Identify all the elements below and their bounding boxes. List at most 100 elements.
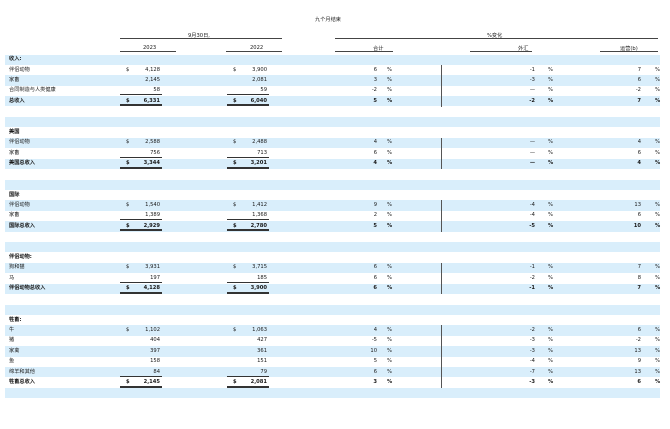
pct-symbol: %: [655, 264, 660, 271]
row-label: 家畜: [9, 149, 20, 156]
value-2022: 361: [257, 347, 267, 354]
row-label: 伴侣动物总收入: [9, 285, 46, 292]
value-2022: 2,081: [252, 76, 267, 83]
currency-2023: $: [126, 139, 130, 146]
pct-symbol: %: [387, 160, 393, 167]
pct-operational: 13: [634, 368, 641, 375]
pct-symbol: %: [655, 368, 660, 375]
column-separator: [441, 75, 442, 86]
column-separator: [441, 335, 442, 347]
header-total: 合计: [373, 46, 384, 52]
value-2022: 2,081: [250, 379, 267, 386]
pct-operational: 8: [637, 274, 641, 281]
total-double-underline: [227, 104, 269, 107]
header-fx: 外汇: [518, 46, 529, 52]
pct-operational: 4: [637, 139, 641, 146]
currency-2023: $: [126, 264, 130, 271]
pct-symbol: %: [387, 327, 392, 333]
pct-operational: 6: [637, 149, 641, 156]
pct-total: 6: [373, 285, 377, 292]
section-row: 牲畜:: [5, 315, 660, 325]
value-2022: 79: [260, 368, 267, 375]
pct-total: 6: [373, 274, 377, 281]
pct-symbol: %: [548, 76, 553, 83]
spacer-row: [5, 294, 660, 304]
pct-symbol: %: [655, 160, 661, 167]
section-label: 牲畜:: [9, 316, 22, 323]
pct-fx: -5: [529, 222, 535, 229]
pct-symbol: %: [548, 149, 553, 156]
pct-symbol: %: [548, 368, 553, 375]
pct-symbol: %: [655, 212, 660, 219]
pct-total: 6: [373, 264, 377, 271]
pct-fx: -4: [529, 358, 535, 365]
pct-fx: -7: [529, 368, 535, 375]
row-label: 伴侣动物: [9, 201, 30, 208]
value-2023: 397: [150, 347, 160, 354]
column-separator: [441, 356, 442, 368]
pct-symbol: %: [655, 87, 660, 94]
column-separator: [441, 137, 442, 149]
total-double-underline: [120, 385, 162, 388]
value-2022: 1,412: [252, 201, 267, 208]
pct-total: 10: [370, 347, 377, 354]
column-separator: [441, 200, 442, 211]
pct-total: 3: [373, 76, 377, 83]
value-2022: 2,780: [250, 222, 267, 229]
row-label: 伴侣动物: [9, 66, 30, 73]
pct-symbol: %: [655, 201, 660, 208]
currency-2022: $: [233, 222, 237, 229]
value-2022: 3,900: [250, 285, 267, 292]
subtotal-underline: [120, 281, 162, 283]
total-double-underline: [227, 291, 269, 294]
spacer-row: [5, 117, 660, 128]
pct-symbol: %: [655, 327, 660, 333]
pct-total: 6: [373, 66, 377, 73]
pct-fx: —: [529, 139, 535, 146]
total-double-underline: [120, 104, 162, 107]
pct-symbol: %: [387, 222, 393, 229]
header-rule-op: [600, 51, 658, 52]
table-row: 鱼 158 151 5% -4% 9%: [5, 356, 660, 368]
currency-2022: $: [233, 160, 237, 167]
pct-symbol: %: [387, 264, 392, 271]
value-2023: 4,128: [145, 66, 160, 73]
value-2023: 3,344: [143, 160, 160, 167]
column-separator: [441, 283, 442, 295]
table-row: 伴侣动物 $1,540 $1,412 9% -4% 13%: [5, 200, 660, 211]
pct-symbol: %: [655, 97, 661, 104]
total-double-underline: [120, 229, 162, 232]
pct-symbol: %: [387, 212, 392, 219]
total-double-underline: [120, 166, 162, 169]
total-row: 总收入 $6,331 $6,040 5% -2% 7%: [5, 96, 661, 107]
currency-2023: $: [126, 66, 130, 73]
pct-total: 5: [373, 97, 377, 104]
value-2022: 1,063: [252, 327, 267, 333]
pct-operational: 13: [634, 201, 641, 208]
total-row: 美国总收入 $3,344 $3,201 4% —% 4%: [5, 158, 661, 170]
pct-symbol: %: [387, 347, 392, 354]
pct-operational: 6: [637, 379, 641, 386]
value-2023: 1,102: [145, 327, 160, 333]
pct-operational: -2: [635, 87, 641, 94]
pct-fx: -1: [529, 285, 535, 292]
currency-2022: $: [233, 285, 237, 292]
column-separator: [441, 210, 442, 222]
subtotal-underline: [120, 375, 162, 377]
section-label: 收入:: [9, 56, 22, 63]
subtotal-underline: [227, 94, 269, 96]
pct-fx: -1: [529, 66, 535, 73]
value-2023: 756: [150, 149, 160, 156]
pct-total: 2: [373, 212, 377, 219]
pct-total: -2: [371, 87, 377, 94]
row-label: 总收入: [9, 97, 25, 104]
pct-operational: 9: [637, 358, 641, 365]
row-label: 家畜: [9, 212, 20, 219]
row-label: 绵羊和其他: [9, 368, 35, 375]
pct-fx: —: [529, 87, 535, 94]
pct-symbol: %: [655, 274, 660, 281]
section-row: 收入:: [5, 54, 660, 65]
currency-2023: $: [126, 160, 130, 167]
row-label: 猪: [9, 337, 15, 344]
pct-symbol: %: [387, 97, 393, 104]
